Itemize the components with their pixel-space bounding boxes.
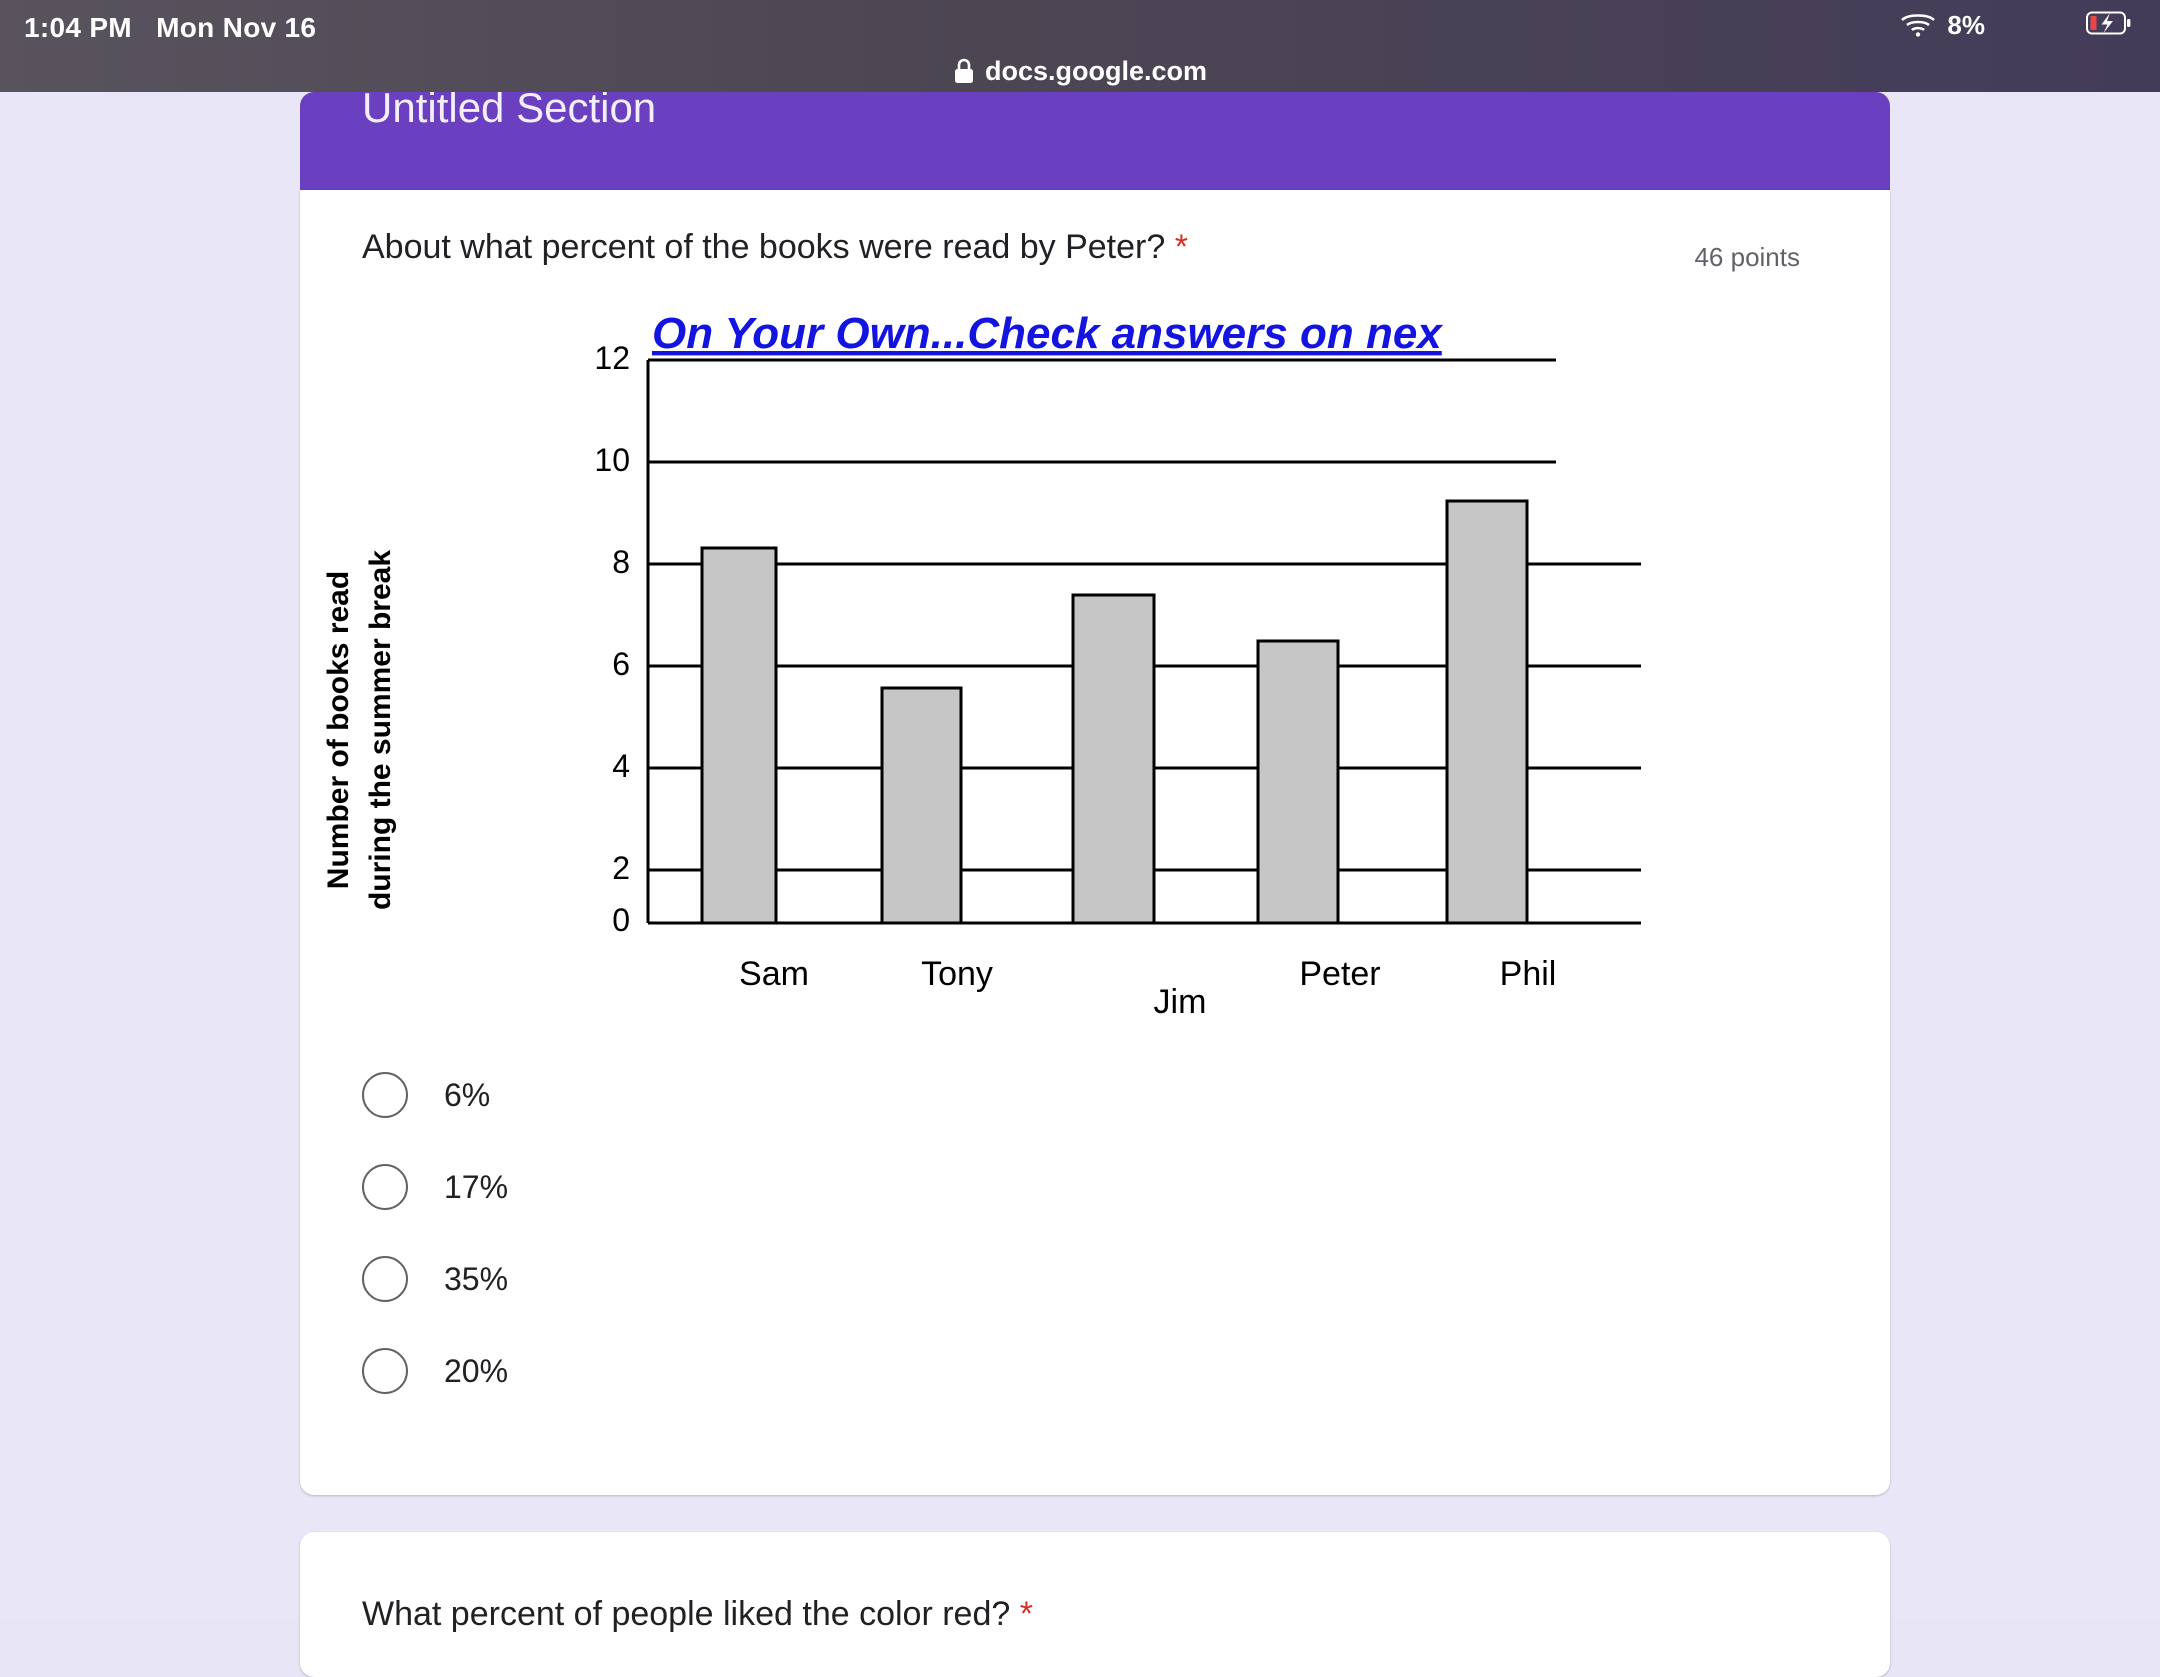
svg-text:0: 0 — [612, 902, 630, 938]
svg-text:Number of books read: Number of books read — [322, 571, 355, 889]
svg-text:Phil: Phil — [1500, 955, 1557, 993]
svg-text:10: 10 — [594, 442, 630, 478]
svg-text:during the summer break: during the summer break — [364, 550, 397, 910]
svg-text:On Your Own...Check answers on: On Your Own...Check answers on nex — [652, 309, 1443, 358]
svg-text:6: 6 — [612, 646, 630, 682]
svg-text:Jim: Jim — [1154, 983, 1207, 1021]
svg-text:Sam: Sam — [739, 955, 809, 993]
svg-text:12: 12 — [594, 340, 630, 376]
svg-text:8: 8 — [612, 544, 630, 580]
svg-text:Tony: Tony — [921, 955, 993, 993]
svg-text:Peter: Peter — [1299, 955, 1380, 993]
svg-text:2: 2 — [612, 850, 630, 886]
svg-text:4: 4 — [612, 748, 630, 784]
